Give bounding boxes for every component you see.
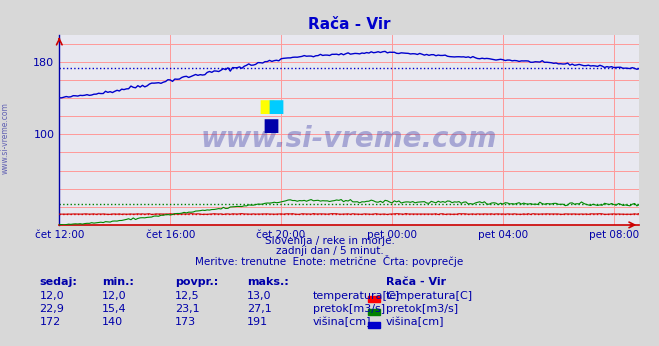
Text: zadnji dan / 5 minut.: zadnji dan / 5 minut. bbox=[275, 246, 384, 256]
Text: ■: ■ bbox=[267, 98, 284, 116]
Text: 27,1: 27,1 bbox=[247, 304, 272, 314]
Text: 22,9: 22,9 bbox=[40, 304, 65, 314]
Text: 23,1: 23,1 bbox=[175, 304, 199, 314]
Text: min.:: min.: bbox=[102, 277, 134, 288]
Text: Rača - Vir: Rača - Vir bbox=[386, 277, 445, 288]
Text: 13,0: 13,0 bbox=[247, 291, 272, 301]
Text: pretok[m3/s]: pretok[m3/s] bbox=[386, 304, 457, 314]
Text: 172: 172 bbox=[40, 317, 61, 327]
Text: Slovenija / reke in morje.: Slovenija / reke in morje. bbox=[264, 236, 395, 246]
Text: 173: 173 bbox=[175, 317, 196, 327]
Text: www.si-vreme.com: www.si-vreme.com bbox=[201, 125, 498, 153]
Text: ■: ■ bbox=[262, 117, 279, 135]
Text: povpr.:: povpr.: bbox=[175, 277, 218, 288]
Text: temperatura[C]: temperatura[C] bbox=[386, 291, 473, 301]
Text: višina[cm]: višina[cm] bbox=[386, 317, 444, 327]
Text: višina[cm]: višina[cm] bbox=[313, 317, 372, 327]
Text: Meritve: trenutne  Enote: metrične  Črta: povprečje: Meritve: trenutne Enote: metrične Črta: … bbox=[195, 255, 464, 267]
Text: 15,4: 15,4 bbox=[102, 304, 127, 314]
Text: 12,0: 12,0 bbox=[40, 291, 64, 301]
Text: pretok[m3/s]: pretok[m3/s] bbox=[313, 304, 385, 314]
Text: 191: 191 bbox=[247, 317, 268, 327]
Text: 12,5: 12,5 bbox=[175, 291, 199, 301]
Text: www.si-vreme.com: www.si-vreme.com bbox=[1, 102, 10, 174]
Text: maks.:: maks.: bbox=[247, 277, 289, 288]
Text: sedaj:: sedaj: bbox=[40, 277, 77, 288]
Text: 140: 140 bbox=[102, 317, 123, 327]
Text: 12,0: 12,0 bbox=[102, 291, 127, 301]
Title: Rača - Vir: Rača - Vir bbox=[308, 17, 391, 32]
Text: ■: ■ bbox=[258, 98, 275, 116]
Text: temperatura[C]: temperatura[C] bbox=[313, 291, 400, 301]
